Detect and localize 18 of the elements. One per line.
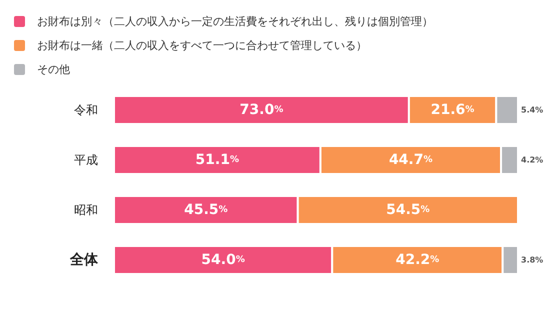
data-label: 45.5% bbox=[184, 202, 228, 218]
data-label: 5.4% bbox=[521, 106, 544, 114]
y-tick-label: 令和 bbox=[74, 103, 98, 117]
data-label: 54.5% bbox=[386, 202, 430, 218]
data-label: 54.0% bbox=[201, 252, 245, 268]
y-tick-label: 平成 bbox=[74, 153, 98, 167]
data-label: 73.0% bbox=[240, 102, 284, 118]
data-label: 51.1% bbox=[195, 152, 240, 168]
legend-label: お財布は別々（二人の収入から一定の生活費をそれぞれ出し、残りは個別管理） bbox=[37, 14, 433, 29]
data-label: 42.2% bbox=[396, 252, 440, 268]
data-label: 21.6% bbox=[430, 102, 474, 118]
y-tick-label: 全体 bbox=[69, 252, 99, 268]
legend-label: お財布は一緒（二人の収入をすべて一つに合わせて管理している） bbox=[37, 38, 367, 53]
data-label: 3.8% bbox=[521, 256, 544, 264]
y-tick-label: 昭和 bbox=[74, 203, 98, 217]
data-label: 4.2% bbox=[521, 156, 544, 164]
data-label: 44.7% bbox=[388, 152, 433, 168]
legend-label: その他 bbox=[37, 62, 70, 77]
